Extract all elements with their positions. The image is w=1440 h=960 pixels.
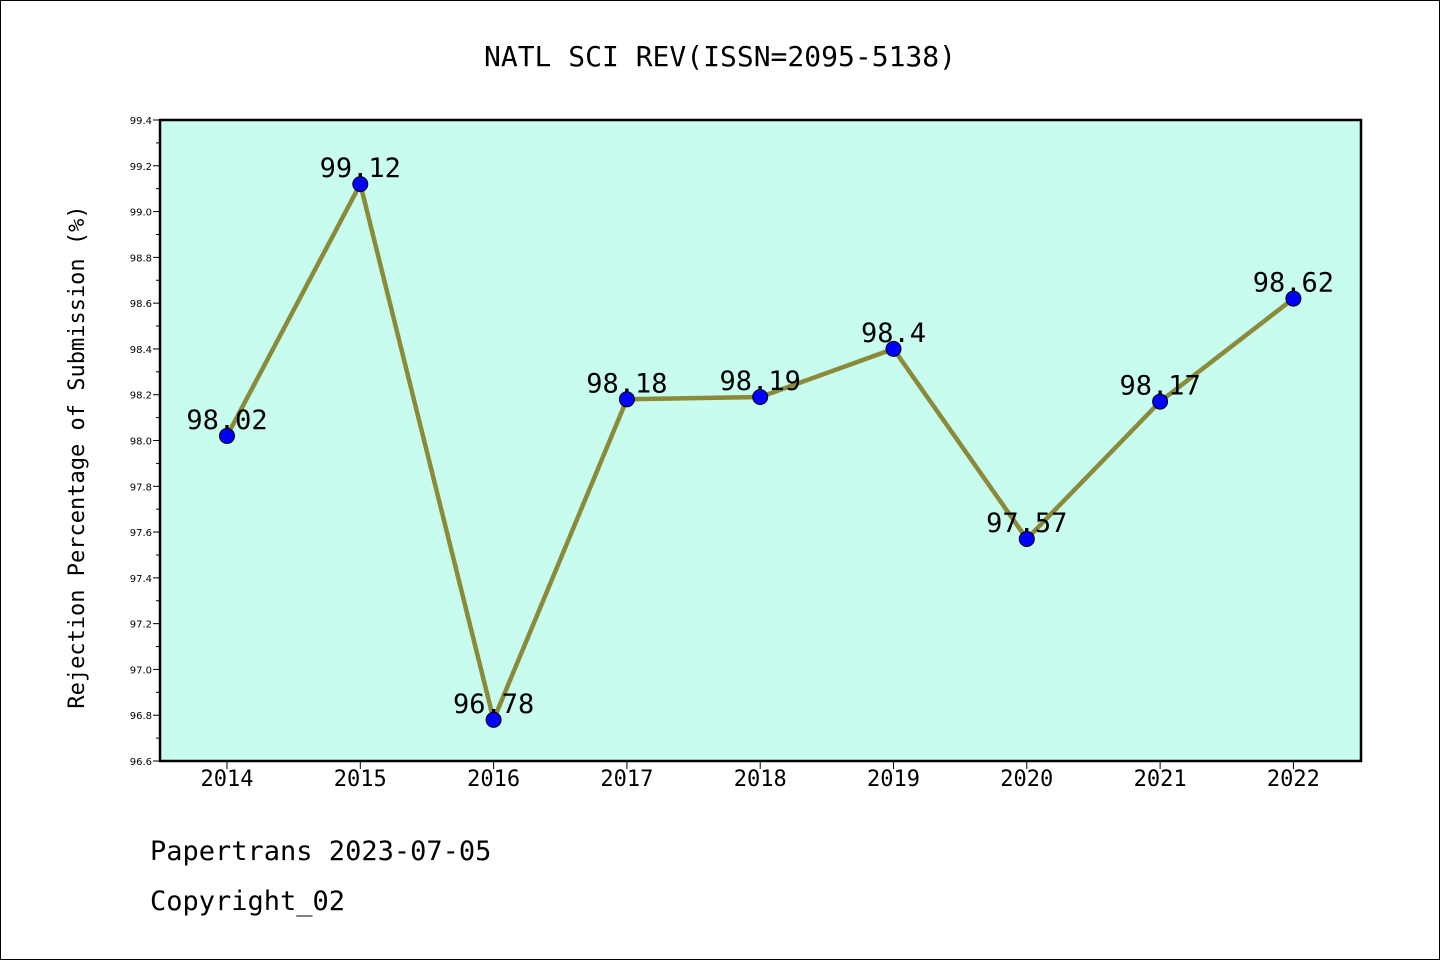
data-point xyxy=(352,176,369,193)
data-point xyxy=(1152,393,1169,410)
y-tick-label: 97.4 xyxy=(130,574,152,585)
plot-area xyxy=(160,120,1361,761)
y-tick-label: 98.8 xyxy=(130,253,152,264)
data-label: 98.02 xyxy=(186,405,267,436)
plot-border xyxy=(158,118,1363,763)
y-tick-label: 99.2 xyxy=(130,162,152,173)
data-point xyxy=(752,389,769,406)
x-tick-label: 2020 xyxy=(1000,767,1053,792)
y-tick-label: 98.2 xyxy=(130,391,152,402)
y-tick-label: 96.8 xyxy=(130,711,152,722)
footer-copyright: Copyright_02 xyxy=(150,886,346,917)
x-tick-label: 2022 xyxy=(1267,767,1320,792)
y-tick-label: 97.6 xyxy=(130,528,152,539)
data-point xyxy=(885,340,902,357)
x-tick-label: 2021 xyxy=(1134,767,1187,792)
x-tick-label: 2018 xyxy=(734,767,787,792)
data-label: 98.62 xyxy=(1253,268,1334,299)
data-point xyxy=(1285,290,1302,307)
data-label: 98.4 xyxy=(861,318,926,349)
x-tick-label: 2017 xyxy=(600,767,653,792)
y-tick-label: 98.4 xyxy=(130,345,152,356)
x-tick-label: 2014 xyxy=(201,767,254,792)
data-point xyxy=(485,711,502,728)
data-point xyxy=(219,427,235,444)
data-label: 96.78 xyxy=(453,689,534,720)
y-tick-label: 97.2 xyxy=(130,620,152,631)
x-tick-label: 2019 xyxy=(867,767,920,792)
y-tick-label: 99.4 xyxy=(130,116,152,127)
y-tick-label: 99.0 xyxy=(130,208,152,219)
x-tick-label: 2015 xyxy=(334,767,387,792)
footer-date: Papertrans 2023-07-05 xyxy=(150,836,492,867)
y-tick-label: 97.0 xyxy=(130,665,152,676)
y-tick-label: 97.8 xyxy=(130,482,152,493)
y-tick-label: 98.6 xyxy=(130,299,152,310)
y-tick-label: 98.0 xyxy=(130,437,152,448)
data-label: 99.12 xyxy=(320,153,401,184)
data-label: 98.17 xyxy=(1119,371,1200,402)
y-axis-label: Rejection Percentage of Submission (%) xyxy=(65,205,90,708)
data-point xyxy=(618,391,635,408)
chart-title: NATL SCI REV(ISSN=2095-5138) xyxy=(484,40,956,73)
x-tick-label: 2016 xyxy=(467,767,520,792)
y-tick-label: 96.6 xyxy=(130,757,152,768)
data-point xyxy=(1018,530,1035,547)
data-label: 98.19 xyxy=(720,366,801,397)
data-label: 97.57 xyxy=(986,508,1067,539)
data-label: 98.18 xyxy=(586,368,667,399)
